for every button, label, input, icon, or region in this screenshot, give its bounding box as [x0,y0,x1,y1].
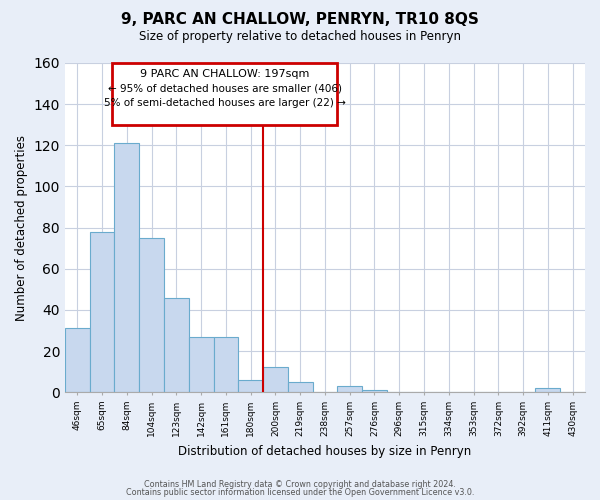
Text: Size of property relative to detached houses in Penryn: Size of property relative to detached ho… [139,30,461,43]
Bar [362,390,387,392]
X-axis label: Distribution of detached houses by size in Penryn: Distribution of detached houses by size … [178,444,472,458]
Bar [164,298,189,392]
FancyBboxPatch shape [112,63,337,124]
Text: Contains public sector information licensed under the Open Government Licence v3: Contains public sector information licen… [126,488,474,497]
Text: ← 95% of detached houses are smaller (406): ← 95% of detached houses are smaller (40… [107,84,341,94]
Bar [89,232,115,392]
Bar [288,382,313,392]
Text: 9, PARC AN CHALLOW, PENRYN, TR10 8QS: 9, PARC AN CHALLOW, PENRYN, TR10 8QS [121,12,479,28]
Bar [238,380,263,392]
Bar [214,336,238,392]
Bar [65,328,89,392]
Text: Contains HM Land Registry data © Crown copyright and database right 2024.: Contains HM Land Registry data © Crown c… [144,480,456,489]
Bar [535,388,560,392]
Text: 5% of semi-detached houses are larger (22) →: 5% of semi-detached houses are larger (2… [104,98,346,108]
Bar [115,143,139,392]
Bar [263,368,288,392]
Bar [337,386,362,392]
Bar [139,238,164,392]
Bar [189,336,214,392]
Text: 9 PARC AN CHALLOW: 197sqm: 9 PARC AN CHALLOW: 197sqm [140,69,310,79]
Y-axis label: Number of detached properties: Number of detached properties [15,134,28,320]
